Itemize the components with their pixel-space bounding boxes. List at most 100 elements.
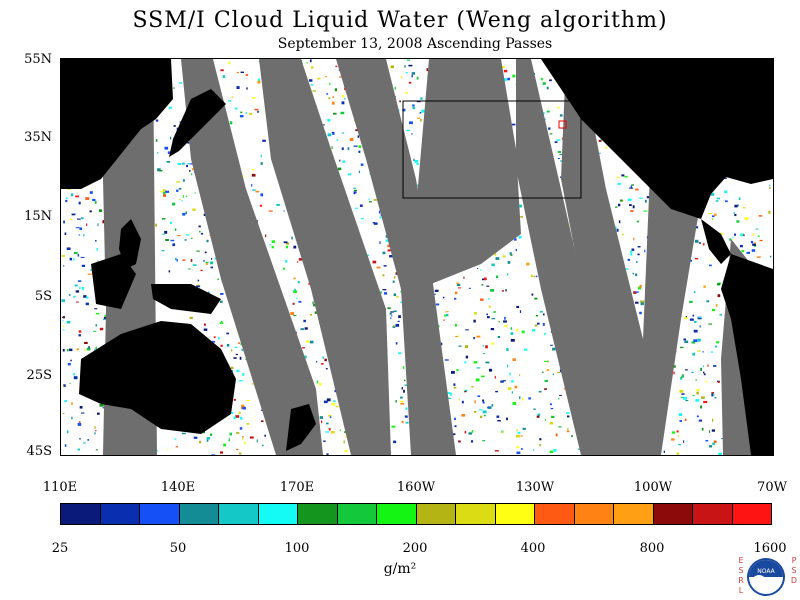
data-speckle <box>507 261 511 264</box>
data-speckle <box>517 431 521 434</box>
colorbar-swatch <box>337 504 377 524</box>
lon-label-140e: 140E <box>160 480 196 495</box>
data-speckle <box>485 345 488 349</box>
data-speckle <box>337 167 342 171</box>
data-speckle <box>533 275 536 278</box>
data-speckle <box>234 107 238 110</box>
data-speckle <box>638 197 643 199</box>
data-speckle <box>559 114 563 117</box>
data-speckle <box>542 323 545 326</box>
data-speckle <box>710 192 715 196</box>
data-speckle <box>321 363 324 365</box>
data-speckle <box>189 170 191 172</box>
data-speckle <box>696 350 701 352</box>
data-speckle <box>68 294 71 296</box>
data-speckle <box>512 402 517 405</box>
data-speckle <box>744 217 749 221</box>
data-speckle <box>103 316 107 320</box>
lat-label-55n: 55N <box>24 52 52 67</box>
data-speckle <box>413 158 415 162</box>
data-speckle <box>344 98 346 100</box>
data-speckle <box>156 450 159 452</box>
data-speckle <box>482 440 486 442</box>
data-speckle <box>598 139 602 142</box>
logo-letter: L <box>738 586 744 595</box>
data-speckle <box>158 170 163 172</box>
data-speckle <box>177 163 181 165</box>
data-speckle <box>624 175 628 178</box>
data-speckle <box>710 351 714 353</box>
data-speckle <box>551 415 555 418</box>
data-speckle <box>353 187 356 189</box>
data-speckle <box>327 119 331 122</box>
data-speckle <box>62 413 65 414</box>
data-speckle <box>387 307 391 310</box>
data-speckle <box>558 426 562 428</box>
colorbar-swatch <box>298 504 338 524</box>
data-speckle <box>329 416 332 419</box>
colorbar-swatch <box>61 504 101 524</box>
data-speckle <box>175 446 178 448</box>
data-speckle <box>476 335 481 338</box>
data-speckle <box>724 190 728 194</box>
data-speckle <box>210 433 213 436</box>
data-speckle <box>503 320 507 323</box>
data-speckle <box>198 225 201 228</box>
data-speckle <box>199 440 202 444</box>
data-speckle <box>734 204 738 208</box>
data-speckle <box>392 325 396 327</box>
data-speckle <box>501 290 504 292</box>
data-speckle <box>161 250 165 252</box>
data-speckle <box>557 158 560 160</box>
data-speckle <box>235 353 238 356</box>
data-speckle <box>716 197 720 200</box>
data-speckle <box>185 234 190 236</box>
data-speckle <box>387 249 391 252</box>
data-speckle <box>64 444 67 447</box>
data-speckle <box>471 440 474 443</box>
data-speckle <box>689 318 694 321</box>
data-speckle <box>94 426 96 429</box>
data-speckle <box>448 397 452 399</box>
data-speckle <box>504 316 506 320</box>
data-speckle <box>509 372 511 376</box>
data-speckle <box>85 296 89 299</box>
data-speckle <box>755 228 759 230</box>
data-speckle <box>683 396 687 400</box>
data-speckle <box>235 415 240 418</box>
data-speckle <box>456 282 460 285</box>
data-speckle <box>394 86 396 90</box>
data-speckle <box>341 101 345 105</box>
data-speckle <box>219 322 224 324</box>
data-speckle <box>177 235 181 237</box>
data-speckle <box>353 191 356 195</box>
data-speckle <box>491 263 495 267</box>
data-speckle <box>321 124 325 126</box>
data-speckle <box>558 397 560 400</box>
data-speckle <box>540 77 543 81</box>
data-speckle <box>618 203 621 207</box>
data-speckle <box>486 285 490 287</box>
data-speckle <box>678 444 681 446</box>
data-speckle <box>211 262 213 264</box>
data-speckle <box>443 319 445 321</box>
data-speckle <box>712 418 714 422</box>
colorbar-swatch <box>140 504 180 524</box>
data-speckle <box>709 430 711 433</box>
data-speckle <box>65 199 67 203</box>
data-speckle <box>211 257 213 260</box>
data-speckle <box>711 215 715 218</box>
data-speckle <box>191 173 193 176</box>
data-speckle <box>458 440 461 443</box>
data-speckle <box>711 308 715 312</box>
data-speckle <box>268 210 273 212</box>
data-speckle <box>758 215 763 217</box>
data-speckle <box>497 420 501 422</box>
data-speckle <box>693 339 698 342</box>
data-speckle <box>185 195 188 197</box>
data-speckle <box>519 374 521 376</box>
colorbar-label-100: 100 <box>284 541 310 556</box>
data-speckle <box>95 449 98 451</box>
colorbar-swatch <box>219 504 259 524</box>
data-speckle <box>326 453 329 455</box>
